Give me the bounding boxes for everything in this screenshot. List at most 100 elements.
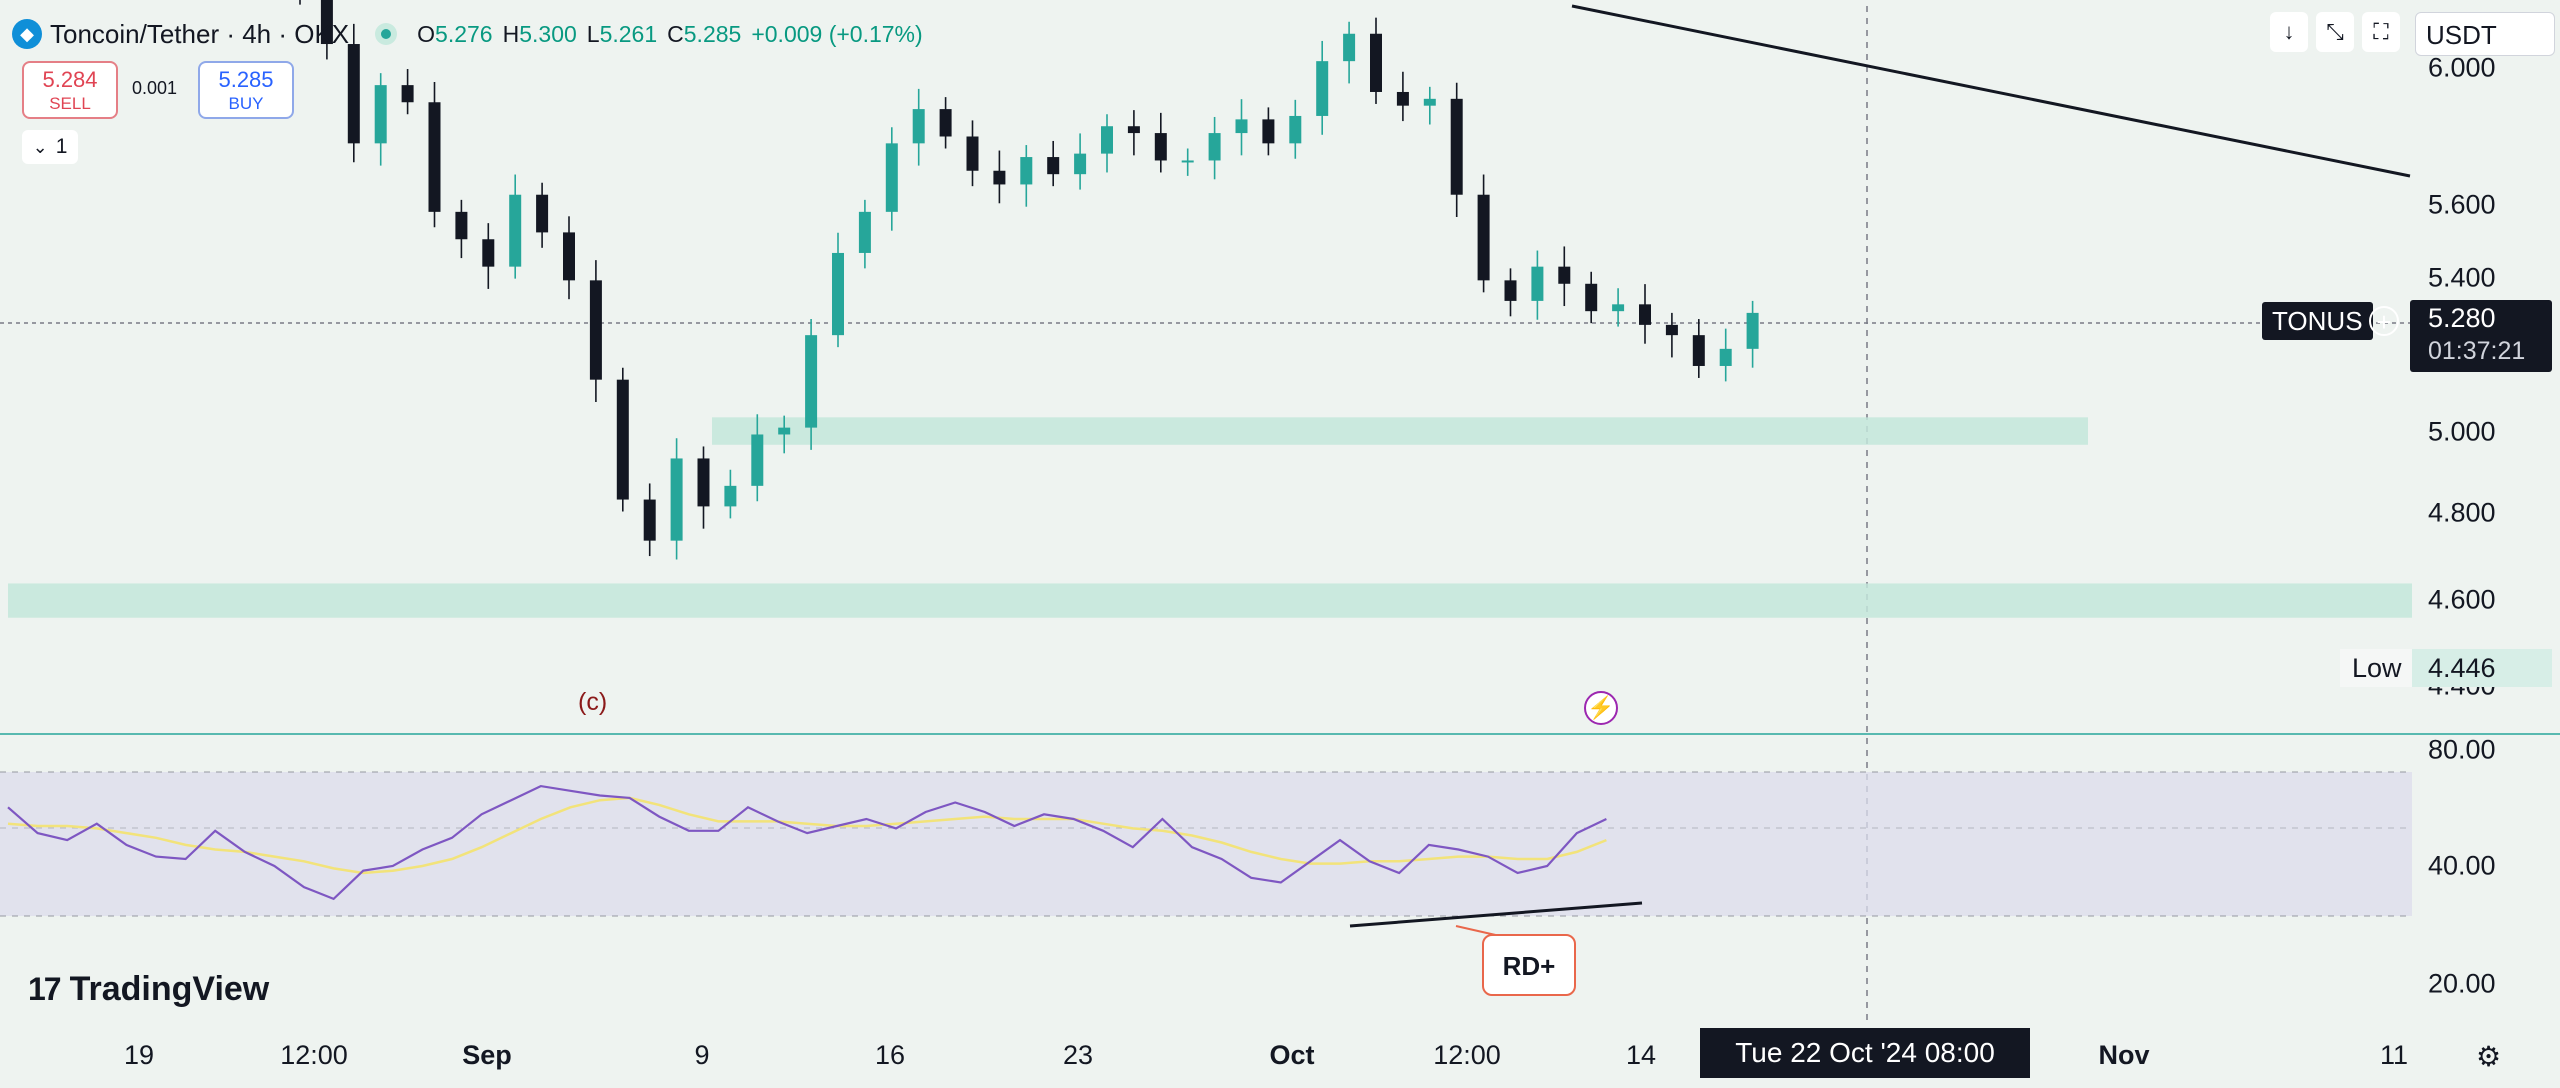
rsi-line (7, 784, 1607, 901)
candle (1612, 288, 1625, 327)
candle-body (1665, 324, 1678, 336)
price-zone (8, 583, 2412, 618)
gear-icon[interactable]: ⚙ (2476, 1041, 2502, 1072)
candle-body (724, 485, 737, 507)
tradingview-logo[interactable]: 17 TradingView (28, 970, 269, 1009)
candle-body (616, 379, 629, 500)
price-tick: 5.600 (2428, 189, 2496, 220)
candle (1450, 82, 1463, 217)
time-tick: 11 (2379, 1040, 2409, 1070)
time-tick: 23 (1062, 1040, 1094, 1070)
candle-body (1289, 115, 1302, 144)
currency-select[interactable]: USDT (2415, 12, 2555, 56)
ohlc-open: O5.276 (417, 20, 493, 47)
price-tick: 5.000 (2428, 416, 2496, 447)
candle-body (1612, 304, 1625, 312)
candle-body (455, 211, 468, 240)
candle (1316, 40, 1329, 135)
candle (1289, 99, 1302, 159)
candle (1020, 145, 1033, 207)
rsi-tick: 80.00 (2428, 734, 2496, 765)
time-tick: Sep (462, 1040, 512, 1070)
candle-body (751, 434, 764, 486)
candle-body (347, 44, 360, 144)
indicator-count: 1 (55, 135, 68, 158)
ohlc-low: L5.261 (586, 20, 658, 47)
candle (966, 120, 979, 187)
candle (320, 0, 333, 60)
crosshair-date-label: Tue 22 Oct '24 08:00 (1700, 1028, 2030, 1078)
candle (1746, 300, 1759, 368)
candle-body (374, 85, 387, 144)
candle-body (1477, 194, 1490, 281)
candle-body (1450, 98, 1463, 195)
price-tick: 4.600 (2428, 584, 2496, 615)
candle (1262, 107, 1275, 156)
candle-body (993, 170, 1006, 185)
time-tick: 16 (874, 1040, 906, 1070)
candle (401, 69, 414, 115)
candle (1665, 312, 1678, 358)
symbol-title[interactable]: Toncoin/Tether · 4h · OKX (50, 18, 350, 49)
collapse-icon: ⤡ (2326, 19, 2344, 44)
candle (1343, 21, 1356, 84)
collapse-button[interactable]: ⤡ (2316, 12, 2354, 52)
lightning-icon[interactable]: ⚡ (1584, 691, 1618, 725)
candle (374, 73, 387, 166)
rsi-band (0, 772, 2412, 916)
candle (1127, 110, 1140, 156)
indicator-toggle-button[interactable]: ⌄ 1 (22, 130, 78, 164)
sell-label: SELL (49, 94, 91, 113)
candle (697, 446, 710, 529)
candle-body (778, 427, 791, 435)
candle (805, 319, 818, 450)
candle (1531, 250, 1544, 320)
time-tick: 19 (123, 1040, 155, 1070)
candle (1558, 246, 1571, 307)
candle-body (1127, 126, 1140, 134)
screen-icon: ⛶ (2373, 19, 2389, 44)
time-tick: Nov (2098, 1040, 2150, 1070)
zones-layer (8, 417, 2412, 618)
candle (1396, 71, 1409, 122)
candle (1692, 319, 1705, 378)
candle-body (589, 280, 602, 380)
candle-body (1101, 126, 1113, 154)
plus-icon[interactable]: + (2369, 306, 2399, 336)
candle (428, 82, 441, 228)
candle-body (1154, 133, 1167, 161)
candles-layer (299, 0, 1759, 560)
candle (1047, 140, 1060, 187)
candle-body (320, 0, 333, 45)
rsi-tick: 20.00 (2428, 968, 2496, 999)
trend-line (1571, 4, 2411, 178)
last-price-symbol-tag: TONUS (2262, 302, 2373, 340)
candle-body (966, 136, 979, 171)
wave-label: (c) (578, 688, 608, 716)
candle-body (697, 458, 710, 507)
last-price-tag: 5.280 01:37:21 (2410, 300, 2552, 372)
candle-body (1692, 335, 1705, 366)
down-arrow-button[interactable]: ↓ (2270, 12, 2308, 52)
time-tick: 12:00 (280, 1040, 348, 1070)
rsi-ma-line (7, 796, 1607, 875)
candle-body (939, 109, 952, 137)
candle-body (401, 85, 414, 103)
candle (993, 150, 1006, 204)
candle (536, 182, 549, 248)
candle (1719, 328, 1732, 382)
sell-button[interactable]: 5.284 SELL (22, 61, 118, 119)
buy-button[interactable]: 5.285 BUY (198, 61, 294, 119)
candle-body (1316, 61, 1329, 116)
tradingview-mark-icon: 17 (28, 971, 62, 1007)
candle-body (1585, 283, 1598, 312)
time-tick: 14 (1625, 1040, 1657, 1070)
fullscreen-button[interactable]: ⛶ (2362, 12, 2400, 52)
candle (778, 415, 791, 454)
candle (1101, 114, 1113, 173)
candle (616, 367, 629, 512)
candle (858, 199, 871, 269)
candle (912, 88, 925, 166)
time-tick: 9 (694, 1040, 710, 1070)
